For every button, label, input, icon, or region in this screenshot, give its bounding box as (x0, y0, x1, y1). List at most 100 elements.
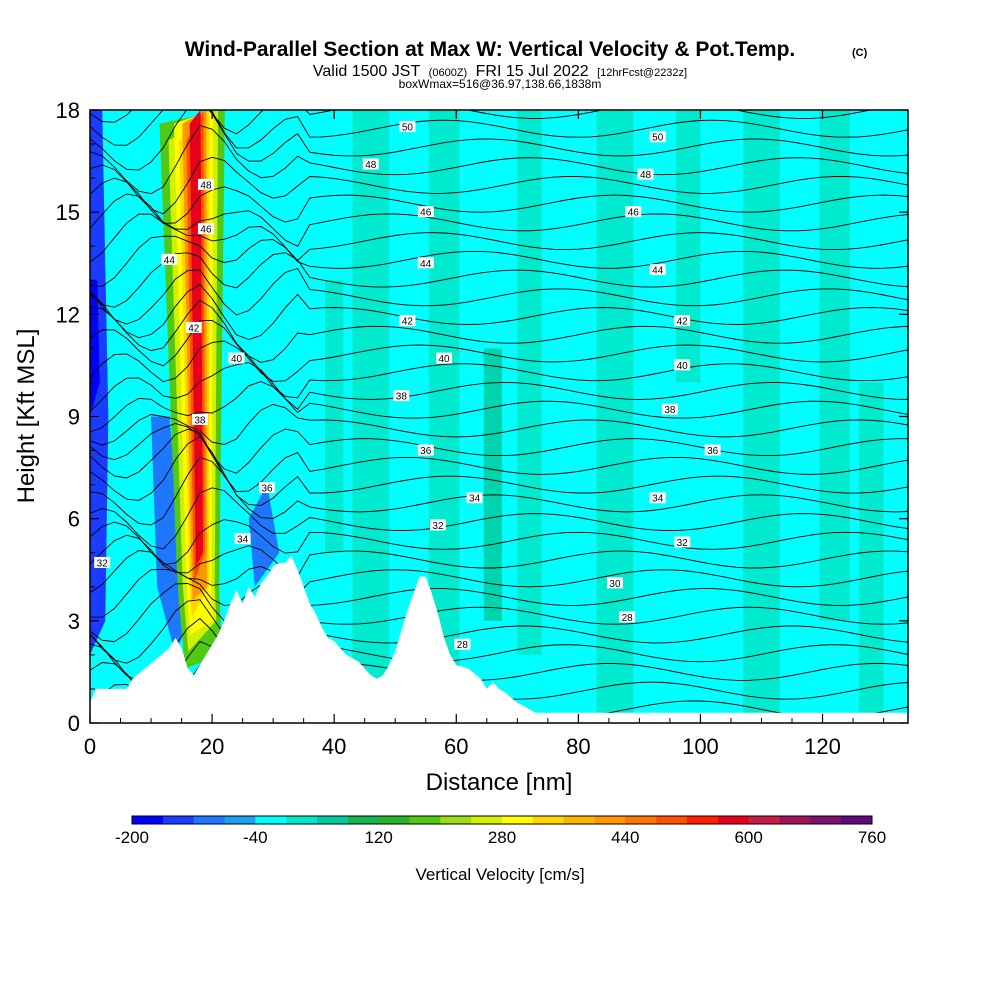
colorbar-swatch (409, 816, 441, 824)
contour-label: 28 (454, 638, 471, 651)
theta-contour-line (90, 423, 908, 474)
contour-label-box (454, 638, 471, 650)
colorbar-swatch (779, 816, 811, 824)
contour-label-box (417, 206, 434, 218)
contour-label-text: 38 (194, 415, 206, 426)
contour-label-box (466, 492, 483, 504)
colorbar-swatch (347, 816, 380, 824)
contour-label: 34 (466, 492, 483, 505)
contour-label: 40 (674, 359, 691, 372)
y-tick-label: 9 (68, 405, 80, 430)
contour-labels: 50 50 48 48 48 46 46 46 44 44 44 42 42 42 40 40 40 38 38 38… (94, 121, 721, 651)
theta-contour-line (90, 213, 908, 263)
colorbar-frame (131, 815, 873, 825)
field-band (325, 280, 344, 553)
x-tick-label: 100 (682, 734, 719, 759)
colorbar-swatch (656, 816, 688, 824)
colorbar: -200 -40 120 280 440 600 760 (115, 815, 886, 847)
contour-label-text: 32 (677, 538, 689, 549)
contour-label: 30 (606, 577, 623, 590)
colorbar-swatch (748, 816, 780, 824)
contour-label-box (606, 577, 623, 589)
contour-label-box (197, 178, 214, 190)
colorbar-swatch (841, 816, 873, 824)
contour-label-text: 34 (469, 494, 481, 505)
contour-label: 40 (228, 352, 245, 365)
contour-label-text: 40 (231, 354, 243, 365)
y-tick-label: 12 (56, 302, 80, 327)
theta-contour-line (90, 362, 908, 413)
theta-contour-line (90, 319, 908, 382)
contour-label-text: 40 (677, 361, 689, 372)
colorbar-swatch (717, 816, 750, 824)
theta-contour-line (90, 436, 908, 506)
theta-contour-line (90, 177, 908, 224)
x-axis-label: Distance [nm] (426, 769, 573, 796)
colorbar-title: Vertical Velocity [cm/s] (415, 865, 584, 884)
valid-time-utc: (0600Z) (429, 67, 468, 79)
contour-label: 44 (649, 264, 666, 277)
contour-label: 50 (649, 131, 666, 144)
contour-label-box (661, 403, 678, 415)
theta-contour-line (90, 487, 908, 550)
contour-label-text: 44 (164, 255, 176, 266)
contour-label-box (191, 413, 208, 425)
x-tick-label: 60 (444, 734, 468, 759)
theta-contour-line (90, 110, 908, 149)
colorbar-swatch (440, 816, 472, 824)
contour-label-text: 50 (652, 133, 664, 144)
field-band (483, 348, 503, 621)
contour-label: 34 (234, 533, 251, 546)
contour-label-box (399, 315, 416, 327)
y-tick-label: 18 (56, 98, 80, 123)
contour-label: 32 (429, 519, 446, 532)
valid-date: FRI 15 Jul 2022 (476, 63, 589, 80)
colorbar-swatch (563, 816, 595, 824)
theta-contour-line (90, 568, 908, 618)
contour-label-box (259, 482, 276, 494)
colorbar-swatch (471, 816, 503, 824)
contour-label-box (619, 611, 636, 623)
contour-label: 44 (417, 257, 434, 270)
contour-label: 50 (399, 121, 416, 134)
contour-label-text: 46 (200, 225, 212, 236)
contour-label-text: 28 (622, 613, 634, 624)
contour-label-box (649, 264, 666, 276)
contour-label: 46 (197, 223, 214, 236)
y-tick-label: 0 (68, 711, 80, 736)
colorbar-swatch (162, 816, 195, 824)
contour-label: 32 (674, 536, 691, 549)
colorbar-swatch (255, 816, 287, 824)
contour-label-box (674, 536, 691, 548)
contour-label: 44 (161, 253, 178, 266)
contour-label-box (161, 253, 178, 265)
y-tick-label: 15 (56, 200, 80, 225)
field-band (676, 110, 701, 383)
colorbar-swatch (224, 816, 256, 824)
contour-label-text: 50 (402, 123, 414, 134)
theta-contour-line (90, 550, 908, 595)
contour-label-text: 48 (200, 180, 212, 191)
contour-label-text: 42 (402, 317, 414, 328)
colorbar-swatch (625, 816, 657, 824)
contour-label-text: 48 (640, 170, 652, 181)
contour-label: 42 (399, 315, 416, 328)
theta-contour-line (90, 283, 908, 340)
terrain-profile (90, 556, 908, 723)
contour-label: 36 (704, 444, 721, 457)
valid-time-prefix: Valid 1500 JST (313, 63, 421, 80)
colorbar-swatch (286, 816, 318, 824)
contour-label: 28 (619, 611, 636, 624)
contour-label: 36 (417, 444, 434, 457)
contour-label-text: 40 (438, 354, 450, 365)
colorbar-tick-label: 600 (734, 828, 762, 847)
contour-label: 38 (393, 390, 410, 403)
field-band (819, 110, 851, 621)
theta-contour-line (90, 519, 908, 566)
box-wmax-info: boxWmax=516@36.97,138.66,1838m (399, 77, 602, 91)
theta-contour-line (90, 110, 873, 135)
x-tick-label: 80 (566, 734, 590, 759)
theta-contour-line (90, 404, 908, 446)
contour-label: 38 (191, 413, 208, 426)
contour-label-text: 46 (628, 208, 640, 219)
